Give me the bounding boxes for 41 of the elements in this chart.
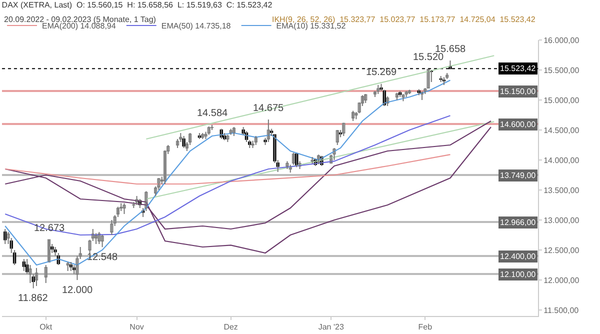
- legend-label: EMA(200) 14.088,94: [42, 22, 116, 31]
- y-tick-label: 16.000,00: [544, 36, 580, 45]
- annotation: 12.000: [62, 285, 94, 296]
- legend-label: EMA(50) 14.735,18: [161, 22, 232, 31]
- y-tick-label: 11.500,00: [544, 306, 580, 315]
- annotation: 12.548: [87, 252, 118, 263]
- annotation: 14.675: [253, 103, 284, 114]
- x-tick-label: Dez: [224, 322, 238, 332]
- candlestick: [251, 140, 254, 148]
- y-tick-label: 12.500,00: [544, 246, 580, 255]
- ref-line-label: 15.150,00: [500, 87, 536, 96]
- line-series: [4, 115, 451, 236]
- ref-line-label: 15.523,42: [500, 64, 536, 73]
- y-tick-label: 15.000,00: [544, 96, 580, 105]
- ref-line-label: 12.100,00: [500, 270, 536, 279]
- annotation: 15.520: [413, 52, 444, 63]
- y-tick-label: 13.500,00: [544, 186, 580, 195]
- legend-label: EMA(10) 15.331,52: [276, 22, 346, 31]
- candlestick: [66, 262, 70, 272]
- ref-line-label: 13.749,00: [500, 171, 536, 180]
- candlestick: [402, 94, 405, 102]
- annotation: 14.584: [197, 108, 228, 119]
- y-tick-label: 15.500,00: [544, 66, 580, 75]
- y-tick-label: 12.000,00: [544, 276, 580, 285]
- y-tick-label: 14.500,00: [544, 126, 580, 135]
- x-tick-label: Feb: [418, 322, 433, 332]
- x-tick-label: Okt: [40, 322, 53, 332]
- ref-line-label: 14.600,00: [500, 120, 536, 129]
- ref-line-label: 12.966,00: [500, 218, 536, 227]
- chart-title: DAX (XETRA, Last) O: 15.560,15 H: 15.658,56 L: 15.519,63 C: 15.523,42: [2, 0, 273, 10]
- candlestick: [47, 239, 51, 262]
- x-tick-label: Jan '23: [318, 322, 344, 332]
- y-tick-label: 14.000,00: [544, 156, 580, 165]
- candlestick: [442, 76, 446, 86]
- line-series: [4, 154, 451, 185]
- x-tick-label: Nov: [130, 322, 144, 332]
- y-tick-label: 13.000,00: [544, 216, 580, 225]
- chart-subtitle: 20.09.2022 - 09.02.2023 (5 Monate, 1 Tag): [4, 15, 156, 24]
- ref-line-label: 12.400,00: [500, 252, 536, 261]
- text: IKH(9, 26, 52, 26) 15.323,77 15.023,77 15.173,77 14.725,04 15.523,42: [272, 15, 536, 24]
- annotation: 11.862: [18, 293, 48, 304]
